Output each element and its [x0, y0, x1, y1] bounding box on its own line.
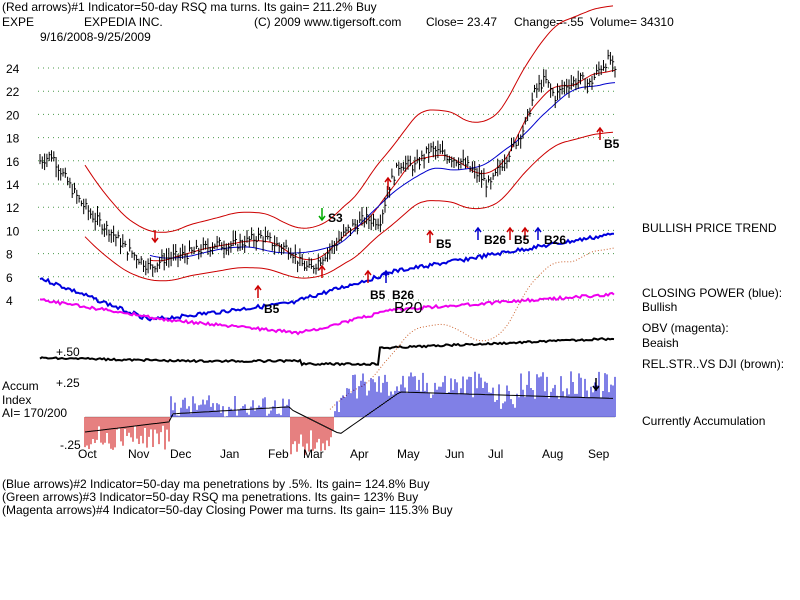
month-tick-label: Mar: [303, 447, 324, 461]
month-tick-label: Jul: [488, 447, 503, 461]
month-tick-label: Oct: [78, 447, 97, 461]
copyright: (C) 2009 www.tigersoft.com: [254, 15, 402, 29]
month-tick-label: Apr: [350, 447, 369, 461]
obv-label: OBV (magenta):: [642, 321, 729, 335]
obv-line: [39, 291, 615, 336]
b5-arrow-jul-head: [506, 226, 514, 233]
upper-band-line: [84, 5, 614, 233]
accum-plus50-label: +.50: [56, 345, 80, 359]
accum-minus25-label: -.25: [60, 438, 81, 452]
month-tick-label: Nov: [128, 447, 149, 461]
accum-index-label: Index: [2, 393, 32, 407]
rel-strength-line: [39, 337, 615, 367]
moving-average-line: [149, 82, 616, 259]
lower-band-line: [84, 131, 614, 282]
buy-arrow-apr-head: [384, 176, 392, 183]
accum-ai-value: AI= 170/200: [2, 406, 68, 420]
month-axis: Oct Nov Dec Jan Feb Mar Apr May Jun Jul Aug Sep: [78, 447, 610, 461]
y-tick-label: 18: [6, 132, 20, 146]
price-bars: [39, 49, 617, 277]
accumulation-status: Currently Accumulation: [642, 414, 766, 428]
closing-power-line: [39, 232, 615, 322]
signal-b26-apr: B26: [392, 288, 414, 302]
signal-b5-jul: B5: [514, 233, 530, 247]
price-y-axis: 4 6 8 10 12 14 16 18 20 22 24: [6, 62, 20, 308]
header-indicator-1: (Red arrows)#1 Indicator=50-day RSQ ma t…: [2, 0, 377, 14]
closing-power-status: Bullish: [642, 300, 678, 314]
dotted-trend-line: [329, 247, 616, 410]
month-tick-label: Jan: [220, 447, 239, 461]
b5-arrow-sep-head: [596, 126, 604, 133]
signal-b26-jul: B26: [544, 233, 566, 247]
company-name: EXPEDIA INC.: [84, 15, 163, 29]
indicator-lines: [39, 232, 616, 410]
change-value: Change=-.55: [514, 15, 584, 29]
sell-arrow-head: [151, 237, 159, 244]
y-tick-label: 4: [6, 294, 13, 308]
price-bands: [84, 5, 616, 282]
b26-arrow-apr-head: [382, 269, 390, 276]
close-value: Close= 23.47: [426, 15, 498, 29]
b26-arrow-jul-head: [534, 226, 542, 233]
buy-arrow-mar-head: [318, 264, 326, 271]
accum-arrow-head: [592, 385, 600, 392]
closing-power-label: CLOSING POWER (blue):: [642, 286, 783, 300]
accumulation-histogram: [84, 371, 616, 456]
signal-b20: B20: [394, 300, 423, 317]
y-tick-label: 24: [6, 62, 20, 76]
month-tick-label: Dec: [170, 447, 191, 461]
month-tick-label: Feb: [268, 447, 289, 461]
month-tick-label: May: [397, 447, 420, 461]
signal-b5-apr: B5: [370, 288, 386, 302]
month-tick-label: Jun: [445, 447, 464, 461]
b5-arrow-may-head: [426, 229, 434, 236]
obv-status: Beaish: [642, 336, 679, 350]
month-tick-label: Aug: [542, 447, 563, 461]
s3-arrow-head: [318, 215, 326, 222]
b5-arrow-apr-head: [364, 269, 372, 276]
date-range: 9/16/2008-9/25/2009: [40, 30, 151, 44]
accum-ma-line: [84, 391, 614, 434]
signal-b5-may: B5: [436, 237, 452, 251]
y-tick-label: 10: [6, 224, 20, 238]
signal-b5-sep: B5: [604, 137, 620, 151]
footer-indicator-4: (Magenta arrows)#4 Indicator=50-day Clos…: [2, 503, 453, 517]
month-tick-label: Sep: [588, 447, 610, 461]
signal-s3: S3: [328, 211, 343, 225]
y-tick-label: 20: [6, 108, 20, 122]
signal-b5-jan: B5: [264, 302, 280, 316]
y-tick-label: 16: [6, 155, 20, 169]
volume-value: Volume= 34310: [590, 15, 674, 29]
rel-strength-label: REL.STR..VS DJI (brown):: [642, 357, 785, 371]
ticker-symbol: EXPE: [2, 15, 35, 29]
middle-band-line: [149, 69, 616, 262]
b26-arrow-jun-head: [474, 226, 482, 233]
price-gridlines: [38, 67, 618, 301]
b5-arrow-jul2-head: [521, 226, 529, 233]
y-tick-label: 6: [6, 271, 13, 285]
signal-b26-jun: B26: [484, 233, 506, 247]
b5-arrow-jan-head: [254, 284, 262, 291]
footer-indicator-3: (Green arrows)#3 Indicator=50-day RSQ ma…: [2, 490, 419, 504]
accum-title: Accum: [2, 379, 39, 393]
footer-indicator-2: (Blue arrows)#2 Indicator=50-day ma pene…: [2, 477, 430, 491]
y-tick-label: 22: [6, 85, 20, 99]
y-tick-label: 12: [6, 201, 20, 215]
y-tick-label: 8: [6, 248, 13, 262]
accum-plus25-label: +.25: [56, 376, 80, 390]
signal-arrows: [151, 126, 604, 392]
y-tick-label: 14: [6, 178, 20, 192]
bullish-price-trend-label: BULLISH PRICE TREND: [642, 221, 777, 235]
